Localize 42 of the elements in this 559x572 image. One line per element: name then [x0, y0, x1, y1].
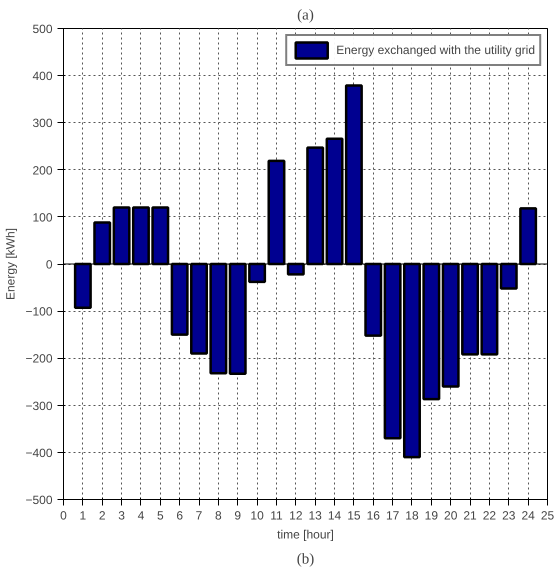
y-tick-label: 500 [32, 22, 53, 36]
x-tick-label: 5 [156, 508, 164, 522]
x-tick-label: 15 [347, 508, 361, 522]
x-tick-label: 19 [424, 508, 438, 522]
x-tick-label: 12 [289, 508, 303, 522]
y-tick-label: 0 [46, 258, 53, 272]
x-tick-label: 1 [80, 508, 87, 522]
x-tick-label: 23 [502, 508, 516, 522]
y-axis-title: Energy [kWh] [3, 228, 18, 300]
x-axis-title: time [hour] [277, 528, 334, 542]
x-tick-label: 9 [234, 508, 242, 522]
x-tick-label: 2 [98, 508, 106, 522]
legend-label: Energy exchanged with the utility grid [336, 43, 535, 57]
text: (b) [296, 552, 314, 568]
y-tick-label: 200 [32, 163, 53, 178]
x-tick-label: 10 [250, 508, 264, 522]
x-tick-label: 7 [196, 508, 203, 522]
x-tick-label: 4 [138, 508, 145, 522]
x-tick-label: 17 [386, 508, 400, 522]
x-tick-label: 3 [118, 508, 126, 522]
x-tick-label: 0 [60, 508, 68, 522]
x-tick-label: 22 [482, 508, 496, 522]
y-tick-label: −500 [25, 493, 53, 507]
y-tick-label: −300 [25, 398, 53, 413]
x-tick-label: 14 [328, 508, 342, 522]
x-tick-label: 20 [444, 508, 458, 522]
x-tick-label: 18 [405, 508, 419, 522]
x-tick-label: 13 [308, 508, 322, 522]
x-tick-label: 6 [176, 508, 184, 522]
y-tick-label: −400 [25, 446, 53, 460]
x-tick-label: 24 [521, 508, 536, 522]
x-tick-label: 8 [215, 508, 222, 522]
x-tick-label: 16 [366, 508, 380, 522]
chart-title: (a) [297, 8, 314, 24]
y-tick-label: 400 [32, 69, 53, 84]
y-tick-label: −200 [25, 352, 53, 366]
y-tick-label: 300 [32, 116, 53, 130]
y-tick-label: −100 [25, 304, 53, 319]
y-tick-label: 100 [32, 210, 53, 224]
x-tick-label: 21 [463, 508, 478, 522]
x-tick-label: 25 [540, 508, 554, 522]
x-tick-label: 11 [270, 508, 284, 522]
